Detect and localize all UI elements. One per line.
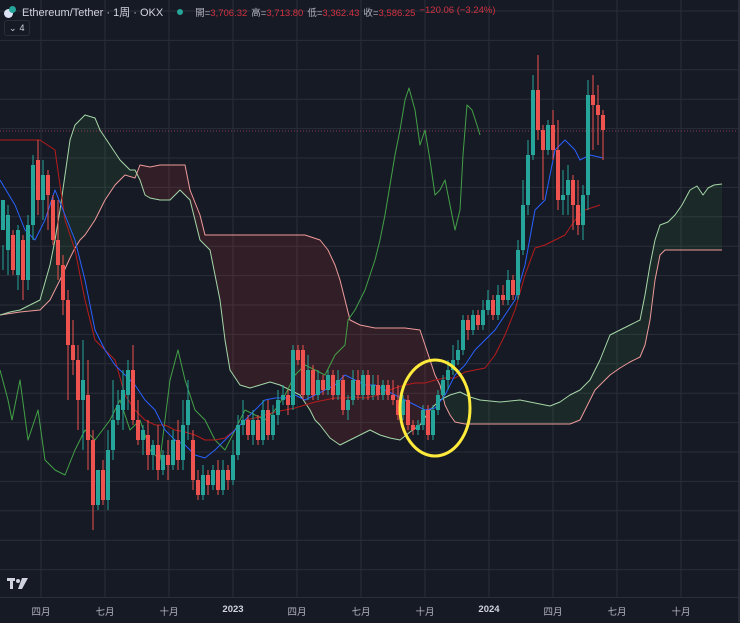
ohlc-open: 開=3,706.32 xyxy=(195,8,248,19)
indicator-count: 4 xyxy=(19,23,25,33)
highlight-ellipse-annotation xyxy=(398,358,472,458)
price-plot-area[interactable] xyxy=(0,0,740,597)
candlestick-series xyxy=(1,55,605,530)
time-axis-tick: 七月 xyxy=(351,607,371,618)
ohlc-values: 開=3,706.32 高=3,713.80 低=3,362.43 收=3,586… xyxy=(195,5,495,19)
market-status-dot-icon xyxy=(177,9,184,15)
ohlc-high: 高=3,713.80 xyxy=(251,8,304,19)
tradingview-logo-icon[interactable] xyxy=(7,578,29,590)
ohlc-low: 低=3,362.43 xyxy=(307,8,360,19)
ohlc-close: 收=3,586.25 xyxy=(363,8,416,19)
time-axis-tick: 十月 xyxy=(159,607,179,618)
time-axis-tick: 四月 xyxy=(287,607,307,618)
time-axis-tick: 2024 xyxy=(478,604,500,615)
price-scale-border xyxy=(738,0,740,622)
symbol-title[interactable]: Ethereum/Tether · 1周 · OKX xyxy=(22,7,164,19)
time-axis-tick: 十月 xyxy=(415,607,435,618)
symbol-legend[interactable]: Ethereum/Tether · 1周 · OKX 開=3,706.32 高=… xyxy=(4,3,496,21)
time-axis-tick: 四月 xyxy=(31,607,51,618)
chevron-down-icon: ⌄ xyxy=(9,22,17,33)
time-axis[interactable]: 四月 七月 十月 2023 四月 七月 十月 2024 四月 七月 十月 xyxy=(0,597,740,623)
indicators-collapse-button[interactable]: ⌄ 4 xyxy=(4,20,30,36)
price-change: −120.06 (−3.24%) xyxy=(419,5,496,16)
time-axis-tick: 七月 xyxy=(95,607,115,618)
time-axis-tick: 十月 xyxy=(671,607,691,618)
time-axis-tick: 2023 xyxy=(222,604,244,615)
grid-lines xyxy=(0,0,740,597)
time-axis-tick: 七月 xyxy=(607,607,627,618)
time-axis-tick: 四月 xyxy=(543,607,563,618)
ethereum-tether-icon xyxy=(4,6,16,18)
